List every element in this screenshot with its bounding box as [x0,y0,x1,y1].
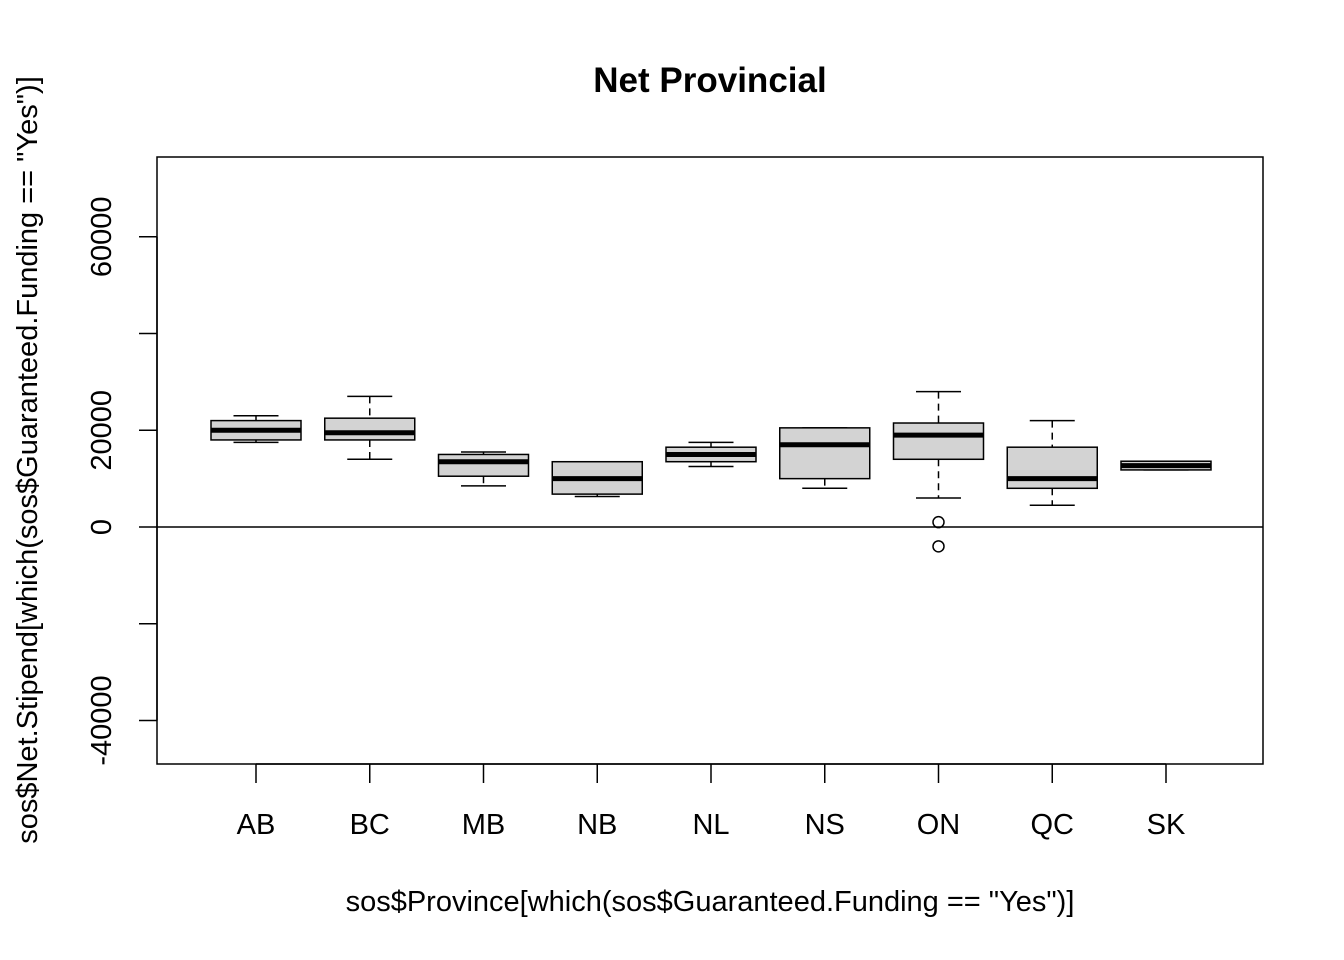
x-tick-label: MB [462,809,506,841]
box-ab [210,415,302,444]
iqr-box [892,422,985,461]
iqr-box [437,453,530,477]
box-nl [665,441,757,468]
box-ns [779,427,871,490]
box-mb [437,451,530,487]
x-tick-label: NS [805,809,845,841]
x-axis-label: sos$Province[which(sos$Guaranteed.Fundin… [346,886,1075,918]
iqr-box [1006,446,1098,490]
y-axis: -40000 0 20000 60000 [86,196,158,766]
boxes-group [210,390,1212,553]
box-qc [1006,419,1098,506]
x-tick-label: BC [350,809,390,841]
x-tick-label: SK [1147,809,1186,841]
x-tick-label: QC [1031,809,1075,841]
box-bc [324,395,416,461]
y-tick-label: 60000 [86,196,118,277]
outlier-point [932,540,945,553]
box-sk [1120,460,1212,471]
x-tick-label: ON [917,809,961,841]
x-tick-label: AB [237,809,276,841]
iqr-box [779,427,871,480]
iqr-box [324,417,416,441]
x-tick-label: NL [692,809,729,841]
box-on [892,390,985,553]
y-tick-label: 0 [86,519,118,535]
y-axis-label: sos$Net.Stipend[which(sos$Guaranteed.Fun… [12,76,44,844]
y-tick-label: -40000 [86,675,118,765]
x-axis: AB BC MB NB NL NS ON QC SK [237,763,1186,841]
outlier-point [932,515,945,529]
x-tick-label: NB [577,809,617,841]
chart-title: Net Provincial [593,61,826,100]
y-tick-label: 20000 [86,390,118,471]
box-nb [551,460,643,498]
